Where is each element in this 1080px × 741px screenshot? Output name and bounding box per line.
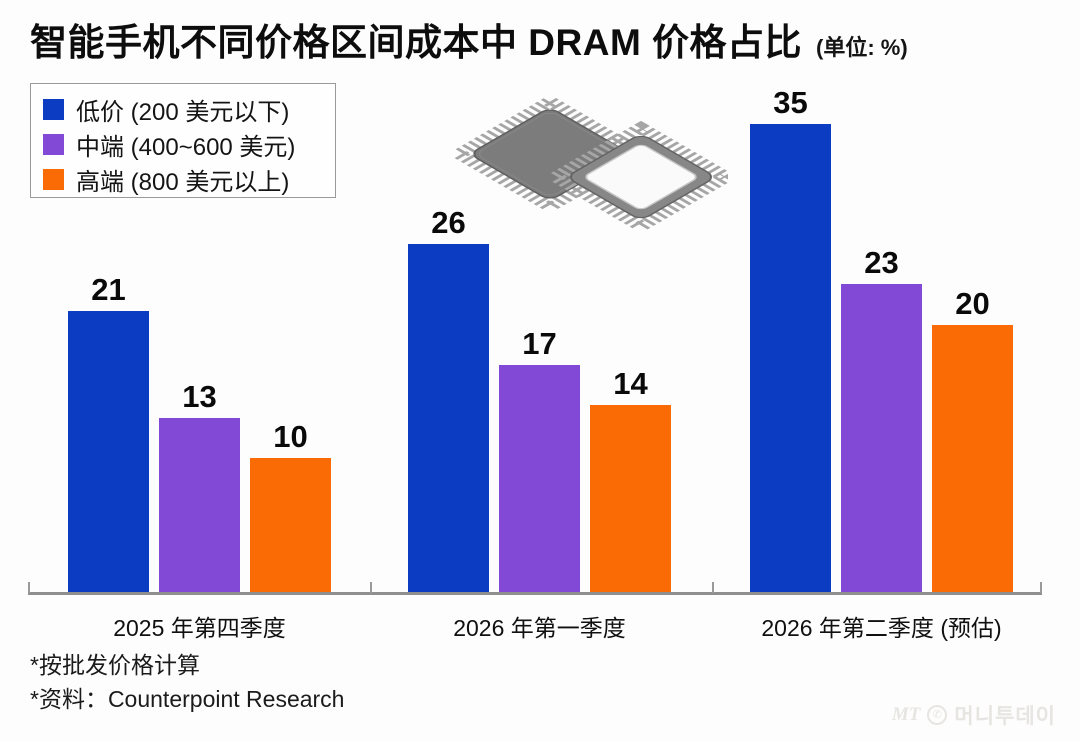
- axis-tick: [28, 582, 30, 593]
- category-label: 2025 年第四季度: [113, 615, 286, 641]
- legend: 低价 (200 美元以下) 中端 (400~600 美元) 高端 (800 美元…: [30, 83, 336, 198]
- unit-label: (单位: %): [816, 35, 908, 60]
- legend-item-mid: 中端 (400~600 美元): [43, 127, 323, 162]
- bar-column: 35: [750, 87, 831, 592]
- bar-column: 23: [841, 247, 922, 592]
- axis-tick: [712, 582, 714, 593]
- bar-column: 10: [250, 421, 331, 592]
- bar: [159, 418, 240, 592]
- bar: [590, 405, 671, 592]
- legend-label-high: 高端 (800 美元以上): [76, 169, 290, 196]
- axis-tick: [1040, 582, 1042, 593]
- bar: [499, 365, 580, 592]
- mt-logo-text: MT: [891, 704, 921, 725]
- phone-circle-icon: ✆: [927, 705, 948, 725]
- legend-label-low: 低价 (200 美元以下): [76, 99, 290, 126]
- legend-item-high: 高端 (800 美元以上): [43, 162, 323, 197]
- axis-tick: [370, 582, 372, 593]
- bar-value-label: 21: [91, 272, 126, 307]
- moneytoday-korean-name: 머니투데이: [954, 705, 1056, 728]
- x-axis-line: [28, 592, 1042, 595]
- bar-value-label: 10: [273, 419, 308, 454]
- bar-value-label: 23: [864, 245, 899, 280]
- bar-group: 26 17 14: [408, 207, 671, 592]
- bar: [250, 458, 331, 592]
- bar: [68, 311, 149, 592]
- chart-header: 智能手机不同价格区间成本中 DRAM 价格占比 (单位: %): [30, 12, 908, 66]
- dram-chips-illustration: [438, 84, 738, 234]
- bar-value-label: 35: [773, 85, 808, 120]
- bar-column: 13: [159, 381, 240, 592]
- bar-column: 17: [499, 328, 580, 592]
- page-title: 智能手机不同价格区间成本中 DRAM 价格占比: [30, 22, 803, 63]
- category-label: 2026 年第一季度: [453, 615, 626, 641]
- legend-swatch-low: [43, 99, 64, 120]
- bar-group: 35 23 20: [750, 87, 1013, 592]
- bar-column: 14: [590, 368, 671, 592]
- bar-value-label: 20: [955, 286, 990, 321]
- bar: [750, 124, 831, 592]
- bar-value-label: 26: [431, 205, 466, 240]
- bar: [841, 284, 922, 592]
- footnote-source: *资料：Counterpoint Research: [30, 686, 345, 712]
- bar: [408, 244, 489, 592]
- bar-column: 20: [932, 288, 1013, 592]
- bar-column: 21: [68, 274, 149, 592]
- legend-label-mid: 中端 (400~600 美元): [76, 134, 296, 161]
- bar-chart: 21 13 10 2025 年第四季度 26 17 14 2026 年第一季度 35 23 20 20…: [28, 87, 1042, 641]
- legend-swatch-high: [43, 169, 64, 190]
- category-label: 2026 年第二季度 (预估): [761, 615, 1002, 641]
- bar-value-label: 14: [613, 366, 648, 401]
- bar-value-label: 17: [522, 326, 557, 361]
- footnote-wholesale: *按批发价格计算: [30, 652, 200, 678]
- legend-item-low: 低价 (200 美元以下): [43, 92, 323, 127]
- bar-column: 26: [408, 207, 489, 592]
- bar-group: 21 13 10: [68, 274, 331, 592]
- bar: [932, 325, 1013, 592]
- bar-value-label: 13: [182, 379, 217, 414]
- legend-swatch-mid: [43, 134, 64, 155]
- footnotes: *按批发价格计算 *资料：Counterpoint Research: [30, 648, 344, 716]
- moneytoday-watermark: MT ✆ 머니투데이: [892, 700, 1056, 730]
